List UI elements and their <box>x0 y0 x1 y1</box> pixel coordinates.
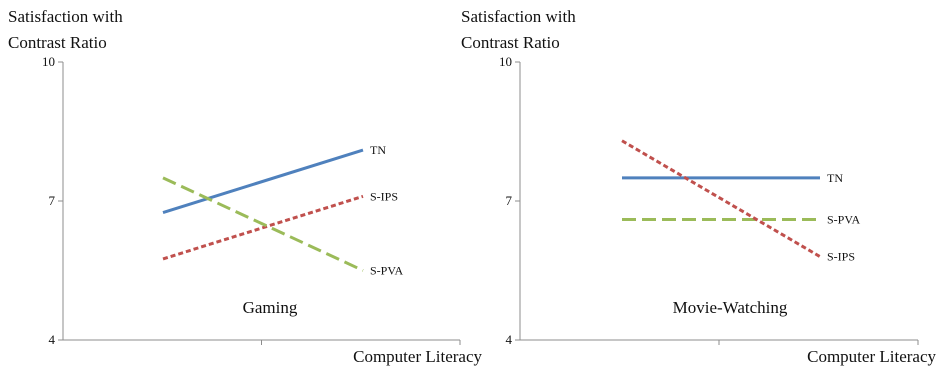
y-tick-label: 10 <box>499 54 512 69</box>
y-tick-label: 7 <box>506 193 513 208</box>
panel-label: Movie-Watching <box>673 298 788 317</box>
chart-panel-1: Satisfaction with Contrast Ratio 10 7 4 Compu… <box>8 7 482 366</box>
y-axis-title-line: Contrast Ratio <box>8 33 107 52</box>
x-axis-title: Computer Literacy <box>807 347 936 366</box>
series-line-tn <box>162 148 364 215</box>
y-tick-label: 7 <box>49 193 56 208</box>
y-tick-label: 4 <box>49 332 56 347</box>
series-label-s-pva: S-PVA <box>827 213 860 227</box>
y-tick-label: 10 <box>42 54 55 69</box>
x-axis-title: Computer Literacy <box>353 347 482 366</box>
y-axis-title-line: Contrast Ratio <box>461 33 560 52</box>
series-line-s-ips <box>621 139 821 258</box>
chart-panel-2: Satisfaction with Contrast Ratio 10 7 4 Compu… <box>461 7 936 366</box>
series-label-s-ips: S-IPS <box>827 250 855 264</box>
y-axis-title-line: Satisfaction with <box>461 7 576 26</box>
series-label-tn: TN <box>827 171 843 185</box>
panel-label: Gaming <box>243 298 298 317</box>
series-line-s-ips <box>162 194 364 261</box>
series-line-s-pva <box>162 176 364 272</box>
series-label-tn: TN <box>370 143 386 157</box>
series-label-s-ips: S-IPS <box>370 189 398 203</box>
y-tick-label: 4 <box>506 332 513 347</box>
y-axis-title-line: Satisfaction with <box>8 7 123 26</box>
series-label-s-pva: S-PVA <box>370 264 403 278</box>
